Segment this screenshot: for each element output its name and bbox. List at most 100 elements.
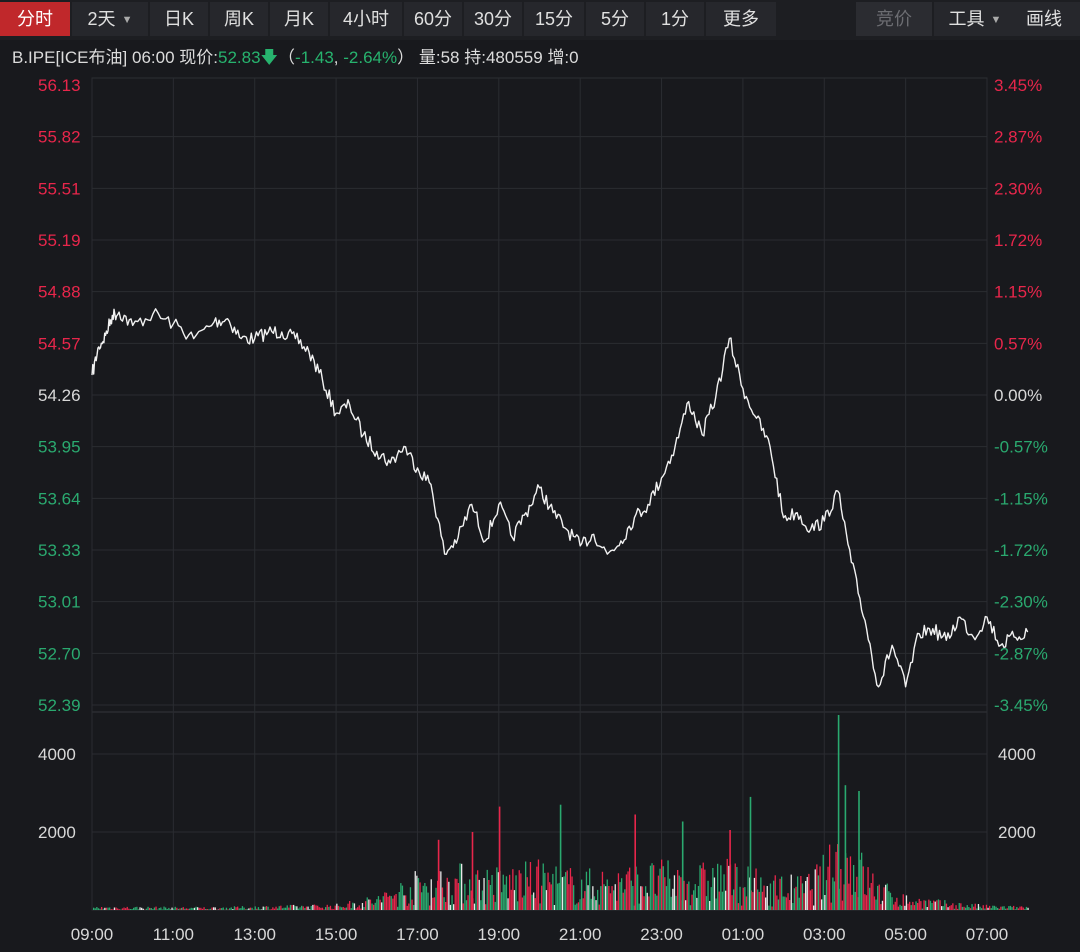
volume-bar [584,891,586,910]
volume-bar [533,892,535,910]
volume-bar [629,867,631,910]
tab-tabs-11[interactable]: 更多 [706,2,776,36]
volume-bar [833,881,836,910]
tab-label: 月K [283,9,314,29]
volume-bar [121,908,124,910]
volume-bar [617,873,620,910]
volume-bar [190,907,192,910]
volume-bar [733,889,735,910]
tab-tabs-0[interactable]: 分时 [0,2,70,36]
volume-bar [147,906,149,910]
volume-bar [309,909,311,910]
volume-bar [238,908,240,910]
volume-bar [651,863,653,910]
volume-bar [182,907,184,910]
price-line [91,308,1029,688]
volume-bar [521,897,524,910]
volume-bar [763,885,765,910]
volume-bar [392,898,394,910]
volume-bar [497,872,500,910]
volume-bar [109,907,111,910]
volume-bar [357,907,359,910]
tab-tabs-4[interactable]: 月K [270,2,328,36]
volume-bar [998,908,1000,910]
volume-bar [369,899,372,910]
tab-right-1[interactable]: 工具 ▼ [934,2,1016,36]
volume-bar [637,874,639,910]
volume-bar [984,908,986,910]
volume-bar [433,897,436,910]
volume-bar [243,907,245,910]
volume-bar [933,900,935,910]
volume-bar [371,903,373,910]
volume-bar [494,901,496,910]
volume-spike-bar [559,804,562,910]
volume-bar [281,908,284,910]
volume-bar [683,880,685,910]
volume-bar [352,902,354,910]
volume-bar [517,901,519,910]
volume-bar [694,884,696,910]
volume-bar [926,907,928,910]
volume-bar [765,897,767,910]
price-tick-label: 55.19 [38,231,81,250]
volume-bar [741,905,743,910]
volume-bar [416,875,418,910]
tab-tabs-3[interactable]: 周K [210,2,268,36]
volume-bar [577,902,580,910]
volume-spike-bar [471,832,474,910]
tab-tabs-9[interactable]: 5分 [586,2,644,36]
volume-bar [117,908,119,910]
volume-bar [803,893,805,910]
volume-bar [758,891,760,910]
volume-bar [307,906,309,910]
volume-bar [585,871,588,910]
volume-bar [581,879,583,910]
volume-bar [990,908,992,910]
tab-right-2[interactable]: 画线 [1008,2,1080,36]
volume-bar [150,908,152,910]
volume-bar [280,905,282,910]
tab-tabs-5[interactable]: 4小时 [330,2,402,36]
volume-bar [992,905,994,910]
volume-bar [595,900,597,910]
tab-tabs-6[interactable]: 60分 [404,2,462,36]
volume-bar [830,902,832,910]
volume-bar [123,907,125,910]
pct-tick-label: 3.45% [994,76,1042,95]
volume-bar [334,905,336,910]
volume-bar [97,908,100,910]
volume-bar [537,859,540,910]
volume-bar [947,907,949,910]
volume-bar [480,900,482,910]
volume-bar [1005,908,1007,910]
tab-tabs-10[interactable]: 1分 [646,2,704,36]
volume-bar [784,896,786,910]
volume-bar [693,890,695,910]
quote-info-bar: B.IPE[ICE布油] 06:00 现价:52.83🡇（-1.43, -2.6… [12,46,579,70]
volume-bar [329,905,332,910]
open-interest-value: 480559 [485,48,543,67]
tab-tabs-7[interactable]: 30分 [464,2,522,36]
tab-tabs-2[interactable]: 日K [150,2,208,36]
volume-bar [699,865,701,910]
volume-bar [1003,906,1005,910]
volume-bar [240,908,242,910]
volume-bar [736,867,738,910]
volume-bar [917,903,919,910]
volume-bar [797,876,799,910]
volume-bar [709,901,711,910]
volume-bar [931,903,933,910]
volume-bar [110,909,112,910]
volume-bar [265,906,268,910]
volume-bar [400,883,402,910]
volume-bar [662,866,664,910]
pct-tick-label: -1.72% [994,541,1048,560]
volume-bar [888,891,890,910]
tab-tabs-1[interactable]: 2天 ▼ [72,2,148,36]
volume-bar [305,906,308,910]
volume-bar [313,904,316,910]
tab-tabs-8[interactable]: 15分 [524,2,584,36]
volume-bar [232,909,234,910]
